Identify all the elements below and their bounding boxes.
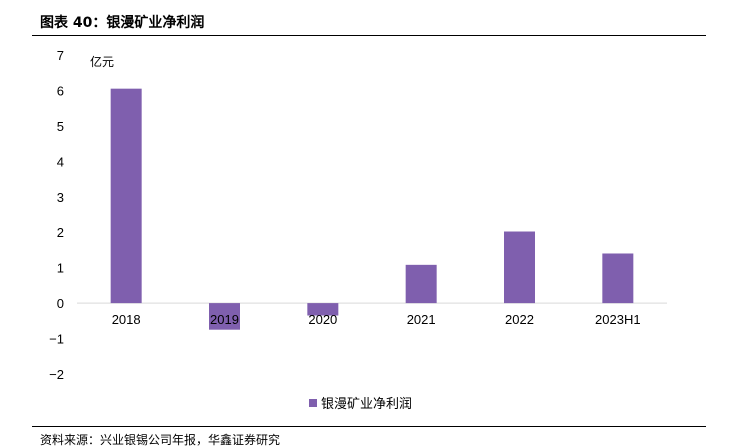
y-tick-label: 6 — [57, 83, 64, 98]
bar-2022 — [504, 231, 535, 304]
x-tick-label: 2021 — [407, 312, 436, 327]
x-tick-label: 2019 — [210, 312, 239, 327]
bar-2021 — [405, 264, 437, 304]
x-tick-label: 2023H1 — [595, 312, 641, 327]
y-tick-label: 7 — [57, 48, 64, 63]
figure-title: 图表 40：银漫矿业净利润 — [40, 15, 205, 31]
bars — [110, 88, 634, 330]
y-tick-label: 5 — [57, 119, 64, 134]
legend: 银漫矿业净利润 — [309, 397, 412, 412]
y-tick-label: 3 — [57, 190, 64, 205]
bar-2019 — [209, 303, 240, 330]
y-tick-label: −1 — [49, 332, 64, 347]
bar-2018 — [110, 88, 142, 304]
title-rule — [32, 35, 706, 36]
legend-label: 银漫矿业净利润 — [321, 397, 412, 412]
bar-2023H1 — [602, 253, 634, 304]
legend-swatch — [309, 399, 317, 407]
y-tick-label: 2 — [57, 225, 64, 240]
y-axis-ticks: 7 6 5 4 3 2 1 0 −1 −2 — [49, 48, 64, 382]
bar-2020 — [307, 303, 339, 316]
y-tick-label: −2 — [49, 367, 64, 382]
x-tick-label: 2018 — [112, 312, 141, 327]
source-note: 资料来源：兴业银锡公司年报，华鑫证券研究 — [40, 433, 281, 447]
x-axis-ticks: 2018 2019 2020 2021 2022 2023H1 — [112, 312, 641, 327]
y-tick-label: 1 — [57, 261, 64, 276]
x-tick-label: 2022 — [505, 312, 534, 327]
bar-chart: 7 6 5 4 3 2 1 0 −1 −2 亿元 2018 2019 2020 2021 2022 2023… — [49, 48, 667, 412]
source-rule — [32, 426, 706, 427]
y-tick-label: 4 — [57, 154, 64, 169]
y-tick-label: 0 — [57, 296, 64, 311]
y-unit-label: 亿元 — [90, 54, 114, 69]
x-tick-label: 2020 — [308, 312, 337, 327]
